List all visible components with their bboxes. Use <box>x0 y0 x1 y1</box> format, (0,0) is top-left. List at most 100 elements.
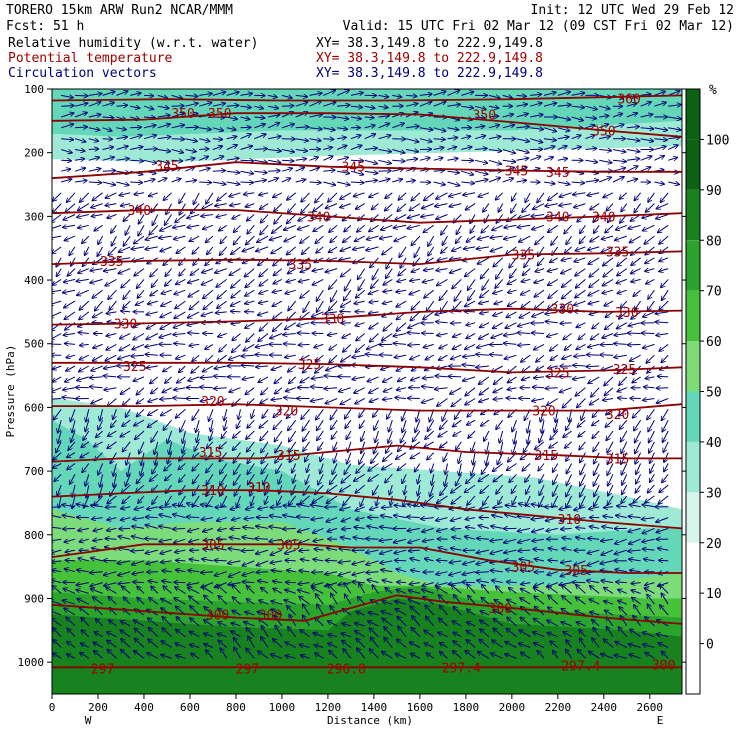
wind-vector <box>456 225 462 234</box>
wind-vector <box>157 115 170 117</box>
wind-vector <box>378 116 390 117</box>
wind-vector <box>419 138 432 142</box>
wind-vector <box>299 344 310 345</box>
wind-vector <box>323 128 334 130</box>
wind-vector <box>456 235 462 243</box>
wind-vector <box>189 235 200 241</box>
header-model-run: TORERO 15km ARW Run2 NCAR/MMM <box>6 3 233 18</box>
wind-vector <box>254 124 265 129</box>
wind-vector <box>312 572 324 573</box>
wind-vector <box>145 539 158 540</box>
wind-vector <box>428 235 435 246</box>
theta-contour-label: 335 <box>606 245 629 260</box>
wind-vector <box>226 171 240 173</box>
wind-vector <box>242 365 255 366</box>
wind-vector <box>419 94 432 95</box>
wind-vector <box>406 126 419 128</box>
wind-vector <box>300 235 310 243</box>
wind-vector <box>490 355 503 356</box>
wind-vector <box>337 137 346 138</box>
wind-vector <box>433 147 444 149</box>
wind-vector <box>226 117 237 119</box>
wind-vector <box>392 149 404 154</box>
wind-vector <box>215 507 227 508</box>
colorbar-tick-label: 60 <box>706 335 722 350</box>
wind-vector <box>516 180 527 182</box>
wind-vector <box>488 159 501 164</box>
wind-vector <box>350 145 362 150</box>
wind-vector <box>281 160 294 161</box>
wind-vector <box>175 214 186 223</box>
wind-vector <box>240 106 252 107</box>
theta-contour-label: 305 <box>277 538 300 553</box>
wind-vector <box>102 139 113 140</box>
colorbar-swatch <box>686 542 700 594</box>
y-tick-label: 600 <box>24 401 44 414</box>
wind-vector <box>585 117 596 119</box>
wind-vector <box>586 366 600 367</box>
x-tick-label: 2400 <box>591 701 618 714</box>
x-tick-label: 1600 <box>407 701 434 714</box>
theta-contour-label: 300 <box>489 602 512 617</box>
wind-vector <box>435 204 448 207</box>
wind-vector <box>78 225 89 228</box>
wind-vector <box>600 355 614 356</box>
wind-vector <box>107 214 117 219</box>
wind-vector <box>406 180 415 182</box>
wind-vector <box>530 128 543 130</box>
wind-vector <box>350 93 363 96</box>
wind-vector <box>260 203 269 210</box>
wind-vector <box>203 224 214 229</box>
theta-contour-label: 300 <box>652 659 675 674</box>
wind-vector <box>138 225 145 235</box>
wind-vector <box>646 203 655 212</box>
x-tick-label: 1200 <box>315 701 342 714</box>
wind-vector <box>433 91 446 96</box>
wind-vector <box>88 157 99 160</box>
wind-vector <box>215 204 227 206</box>
wind-vector <box>295 180 306 183</box>
wind-vector <box>640 128 654 129</box>
wind-vector <box>433 127 446 131</box>
wind-vector <box>385 192 393 198</box>
wind-vector <box>658 224 669 232</box>
wind-vector <box>309 93 322 95</box>
y-tick-label: 200 <box>24 147 44 160</box>
wind-vector <box>65 203 76 213</box>
wind-vector <box>226 105 239 106</box>
wind-vector <box>281 95 292 98</box>
wind-vector <box>466 203 476 210</box>
wind-vector <box>268 95 277 97</box>
wind-vector <box>163 192 172 200</box>
wind-vector <box>226 137 237 139</box>
wind-vector <box>88 139 98 142</box>
wind-vector <box>157 124 170 129</box>
wind-vector <box>354 192 365 197</box>
wind-vector <box>530 103 542 107</box>
wind-vector <box>216 215 227 218</box>
theta-contour-label: 330 <box>321 312 344 327</box>
wind-vector <box>585 135 594 140</box>
wind-vector <box>433 139 445 140</box>
wind-vector <box>295 150 308 152</box>
wind-vector <box>548 224 559 232</box>
theta-contour-label: 325 <box>298 358 321 373</box>
wind-vector <box>119 193 131 196</box>
wind-vector <box>474 105 486 109</box>
wind-vector <box>606 203 614 211</box>
wind-vector <box>323 102 335 107</box>
wind-vector <box>199 94 212 96</box>
wind-vector <box>423 572 434 573</box>
wind-vector <box>52 224 62 229</box>
wind-vector <box>136 203 145 209</box>
wind-vector <box>284 235 296 241</box>
wind-vector <box>395 214 407 221</box>
wind-vector <box>557 159 568 161</box>
circulation-vectors <box>52 90 682 658</box>
wind-vector <box>364 180 377 182</box>
wind-vector <box>620 192 628 199</box>
wind-vector <box>447 158 458 160</box>
wind-vector <box>88 182 102 183</box>
wind-vector <box>392 160 404 161</box>
field-theta-label: Potential temperature <box>8 51 173 66</box>
